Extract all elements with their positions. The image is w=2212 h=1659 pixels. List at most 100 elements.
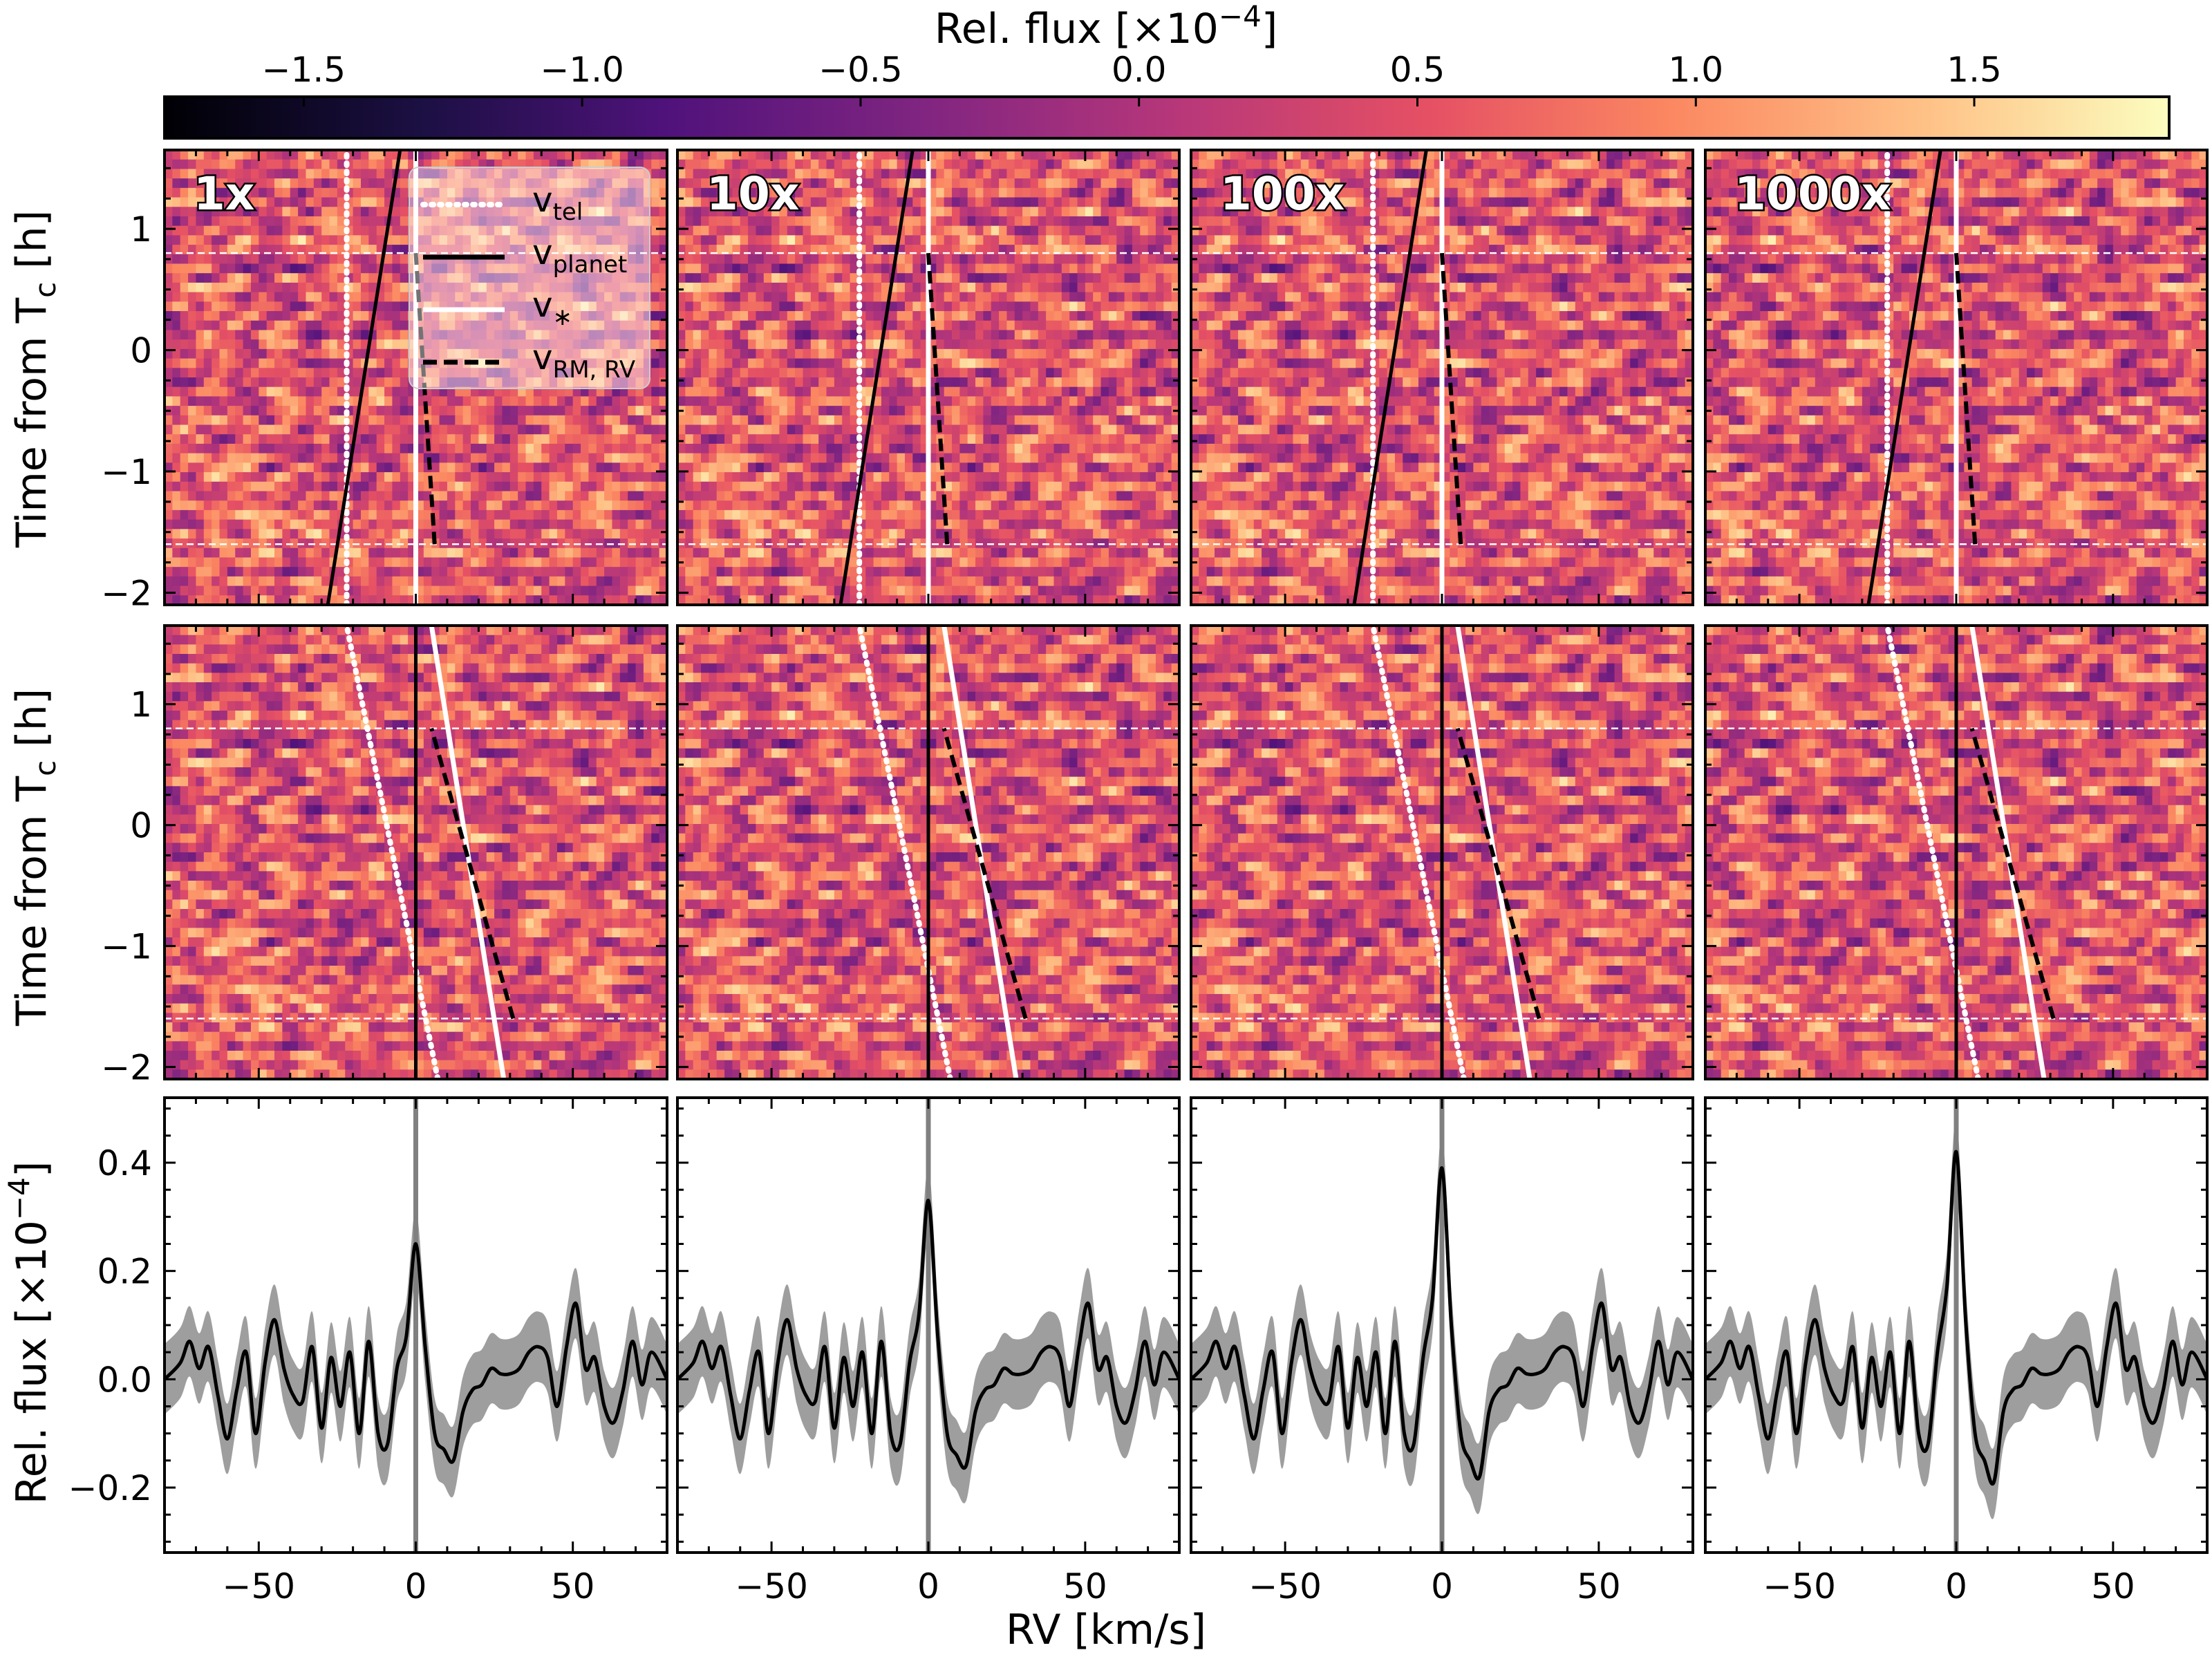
heatmap-cell <box>298 491 307 502</box>
heatmap-cell <box>471 691 480 702</box>
heatmap-cell <box>290 833 299 844</box>
heatmap-cell <box>628 701 637 711</box>
heatmap-cell <box>604 187 613 198</box>
heatmap-cell <box>659 424 667 435</box>
heatmap-cell <box>384 739 393 749</box>
heatmap-cell <box>180 434 189 444</box>
heatmap-cell <box>533 538 543 549</box>
heatmap-cell <box>556 776 566 787</box>
heatmap-cell <box>447 701 456 711</box>
heatmap-panel: −2−101 <box>101 624 668 1088</box>
heatmap-cell <box>266 529 275 539</box>
heatmap-cell <box>259 711 268 721</box>
heatmap-cell <box>337 406 346 416</box>
heatmap-cell <box>353 178 362 189</box>
heatmap-cell <box>165 424 174 435</box>
heatmap-cell <box>274 358 283 369</box>
heatmap-cell <box>329 500 338 511</box>
heatmap-cell <box>313 673 322 683</box>
heatmap-cell <box>581 348 590 359</box>
heatmap-cell <box>266 861 275 872</box>
heatmap-cell <box>619 595 629 605</box>
heatmap-cell <box>447 635 456 646</box>
heatmap-cell <box>502 358 511 369</box>
heatmap-cell <box>659 547 667 559</box>
heatmap-cell <box>423 673 433 683</box>
heatmap-cell <box>604 292 613 303</box>
heatmap-cell <box>313 434 322 444</box>
heatmap-cell <box>329 292 338 303</box>
heatmap-cell <box>219 311 228 321</box>
heatmap-cell <box>259 301 268 312</box>
heatmap-cell <box>462 330 471 340</box>
heatmap-cell <box>494 805 503 816</box>
heatmap-cell <box>572 406 581 416</box>
heatmap-cell <box>219 453 228 464</box>
heatmap-cell <box>478 178 487 189</box>
heatmap-cell <box>423 263 433 274</box>
heatmap-cell <box>659 245 667 255</box>
heatmap-cell <box>306 654 315 664</box>
heatmap-cell <box>581 207 590 217</box>
heatmap-cell <box>494 861 503 872</box>
heatmap-cell <box>423 178 433 189</box>
heatmap-cell <box>259 576 268 587</box>
heatmap-cell <box>274 805 283 816</box>
heatmap-cell <box>313 767 322 778</box>
heatmap-cell <box>651 509 660 521</box>
heatmap-cell <box>282 805 291 816</box>
heatmap-cell <box>635 235 644 245</box>
heatmap-cell <box>384 386 393 397</box>
heatmap-cell <box>541 216 550 227</box>
heatmap-cell <box>486 701 495 711</box>
heatmap-cell <box>196 701 205 711</box>
heatmap-cell <box>659 748 667 759</box>
heatmap-cell <box>619 481 629 492</box>
heatmap-cell <box>180 767 189 778</box>
heatmap-cell <box>321 576 330 587</box>
heatmap-cell <box>298 529 307 539</box>
heatmap-cell <box>400 377 409 388</box>
heatmap-cell <box>651 529 660 539</box>
heatmap-cell <box>549 509 558 521</box>
heatmap-cell <box>612 339 621 350</box>
heatmap-cell <box>274 348 283 359</box>
heatmap-cell <box>266 729 275 740</box>
heatmap-cell <box>313 282 322 293</box>
heatmap-cell <box>556 824 566 834</box>
heatmap-cell <box>494 729 503 740</box>
heatmap-cell <box>619 748 629 759</box>
heatmap-cell <box>462 150 471 160</box>
heatmap-cell <box>243 453 252 464</box>
heatmap-cell <box>619 491 629 502</box>
heatmap-cell <box>259 178 268 189</box>
heatmap-cell <box>486 282 495 293</box>
heatmap-cell <box>235 519 244 530</box>
heatmap-cell <box>502 339 511 350</box>
heatmap-cell <box>541 225 550 236</box>
heatmap-cell <box>619 386 629 397</box>
heatmap-cell <box>360 890 370 901</box>
heatmap-cell <box>353 881 362 891</box>
heatmap-cell <box>533 729 543 740</box>
heatmap-cell <box>541 453 550 464</box>
heatmap-cell <box>439 519 448 530</box>
heatmap-cell <box>384 415 393 426</box>
heatmap-cell <box>203 301 212 312</box>
heatmap-cell <box>423 207 433 217</box>
heatmap-cell <box>518 871 527 881</box>
heatmap-cell <box>266 491 275 502</box>
heatmap-cell <box>478 824 487 834</box>
heatmap-cell <box>345 729 354 740</box>
heatmap-cell <box>227 824 236 834</box>
heatmap-cell <box>502 330 511 340</box>
heatmap-cell <box>384 682 393 693</box>
heatmap-cell <box>250 890 260 901</box>
heatmap-cell <box>525 673 534 683</box>
heatmap-cell <box>588 654 597 664</box>
heatmap-cell <box>549 567 558 577</box>
heatmap-cell <box>353 481 362 492</box>
heatmap-cell <box>165 187 174 198</box>
heatmap-cell <box>298 567 307 577</box>
heatmap-cell <box>384 330 393 340</box>
